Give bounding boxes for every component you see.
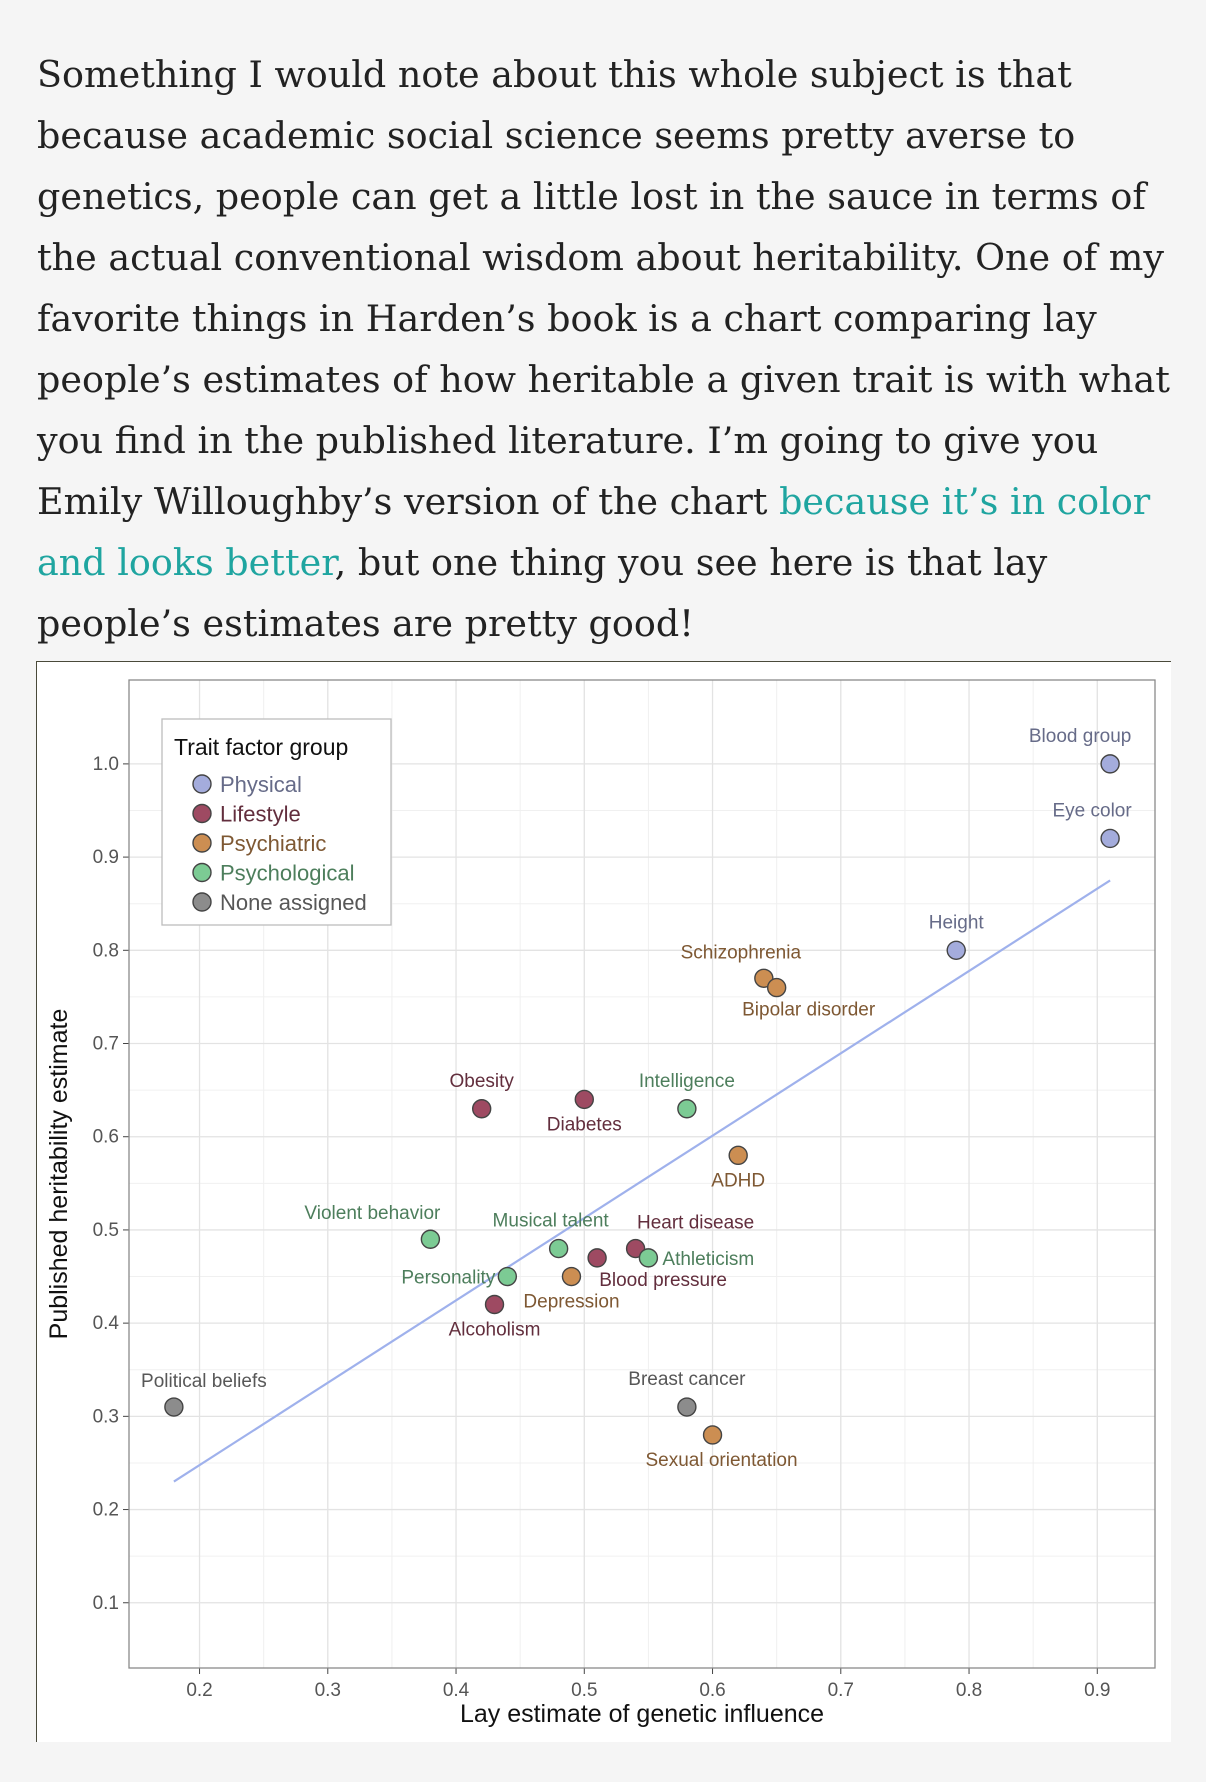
legend-marker — [192, 774, 212, 794]
x-tick-label: 0.6 — [699, 1680, 725, 1701]
y-axis-title: Published heritability estimate — [45, 1009, 73, 1340]
point-label: Height — [929, 912, 985, 933]
data-point — [728, 1145, 748, 1166]
data-point — [1100, 754, 1120, 774]
point-label: Alcoholism — [449, 1319, 541, 1340]
data-point — [677, 1397, 697, 1417]
data-point — [420, 1229, 441, 1249]
x-tick-label: 0.5 — [571, 1680, 597, 1701]
legend-marker — [192, 892, 212, 912]
legend-entry: Physical — [220, 772, 302, 797]
data-point — [766, 977, 787, 998]
legend-marker — [192, 833, 212, 853]
x-tick-label: 0.7 — [828, 1680, 854, 1701]
article-text-after: , but one thing you see here is that lay… — [37, 541, 1048, 645]
data-point — [702, 1425, 723, 1445]
legend-entry: Psychological — [220, 861, 355, 886]
y-tick-label: 0.8 — [93, 940, 119, 961]
legend-entry: Lifestyle — [220, 802, 301, 827]
data-point — [471, 1099, 492, 1119]
y-tick-label: 0.7 — [93, 1034, 119, 1055]
point-label: Intelligence — [639, 1071, 735, 1092]
article-text-before: Something I would note about this whole … — [37, 53, 1170, 523]
point-label: Musical talent — [493, 1211, 610, 1232]
point-label: Blood group — [1029, 726, 1131, 747]
data-point — [638, 1248, 659, 1268]
y-tick-label: 0.6 — [93, 1127, 119, 1148]
point-label: Violent behavior — [304, 1203, 441, 1224]
point-label: Breast cancer — [628, 1369, 746, 1390]
trend-line — [173, 879, 1111, 1483]
x-tick-label: 0.8 — [956, 1680, 982, 1701]
point-label: Blood pressure — [599, 1270, 727, 1291]
chart-figure: 0.2 0.3 0.4 0.5 0.6 0.7 0.8 0.9 0.1 0.2 0.3 0.4 0.5 0… — [36, 661, 1171, 1742]
y-tick-label: 0.3 — [93, 1406, 119, 1427]
x-tick-label: 0.9 — [1084, 1680, 1110, 1701]
x-tick-label: 0.2 — [186, 1680, 212, 1701]
point-label: Sexual orientation — [645, 1450, 797, 1471]
legend-entry: Psychiatric — [220, 831, 326, 856]
y-tick-label: 0.1 — [93, 1593, 119, 1614]
point-label: Bipolar disorder — [742, 1000, 876, 1021]
plot-border — [128, 679, 1156, 1669]
data-point — [561, 1266, 582, 1287]
point-label: Heart disease — [637, 1213, 754, 1234]
point-label: Eye color — [1053, 800, 1133, 821]
data-point — [497, 1266, 518, 1287]
point-label: Diabetes — [547, 1114, 622, 1135]
y-tick-label: 0.2 — [93, 1500, 119, 1521]
legend-title: Trait factor group — [174, 734, 348, 760]
data-point — [677, 1099, 697, 1119]
y-tick-label: 1.0 — [93, 754, 119, 775]
data-point — [484, 1294, 505, 1315]
data-point — [548, 1238, 569, 1259]
legend-entry: None assigned — [220, 890, 367, 915]
point-label: Athleticism — [662, 1249, 754, 1270]
data-point — [574, 1089, 594, 1110]
point-label: Depression — [523, 1292, 619, 1313]
article-paragraph: Something I would note about this whole … — [37, 44, 1177, 654]
x-axis-title: Lay estimate of genetic influence — [460, 1700, 824, 1728]
data-point — [946, 940, 966, 961]
point-label: Obesity — [449, 1071, 514, 1092]
point-label: Political beliefs — [141, 1371, 267, 1392]
x-tick-label: 0.4 — [443, 1680, 470, 1701]
y-tick-label: 0.9 — [93, 847, 119, 868]
data-point — [164, 1397, 184, 1417]
x-tick-label: 0.3 — [315, 1680, 341, 1701]
scatter-chart: 0.2 0.3 0.4 0.5 0.6 0.7 0.8 0.9 0.1 0.2 0.3 0.4 0.5 0… — [45, 679, 1156, 1728]
legend-marker — [192, 862, 212, 883]
article-link[interactable]: because it’s in color and looks better — [37, 480, 1151, 584]
point-label: Personality — [401, 1268, 495, 1289]
y-tick-label: 0.4 — [93, 1313, 120, 1334]
legend-marker — [192, 803, 212, 824]
y-tick-label: 0.5 — [93, 1220, 119, 1241]
data-point — [587, 1248, 607, 1268]
data-point — [1100, 828, 1120, 849]
point-label: Schizophrenia — [681, 942, 802, 963]
point-label: ADHD — [711, 1170, 765, 1191]
